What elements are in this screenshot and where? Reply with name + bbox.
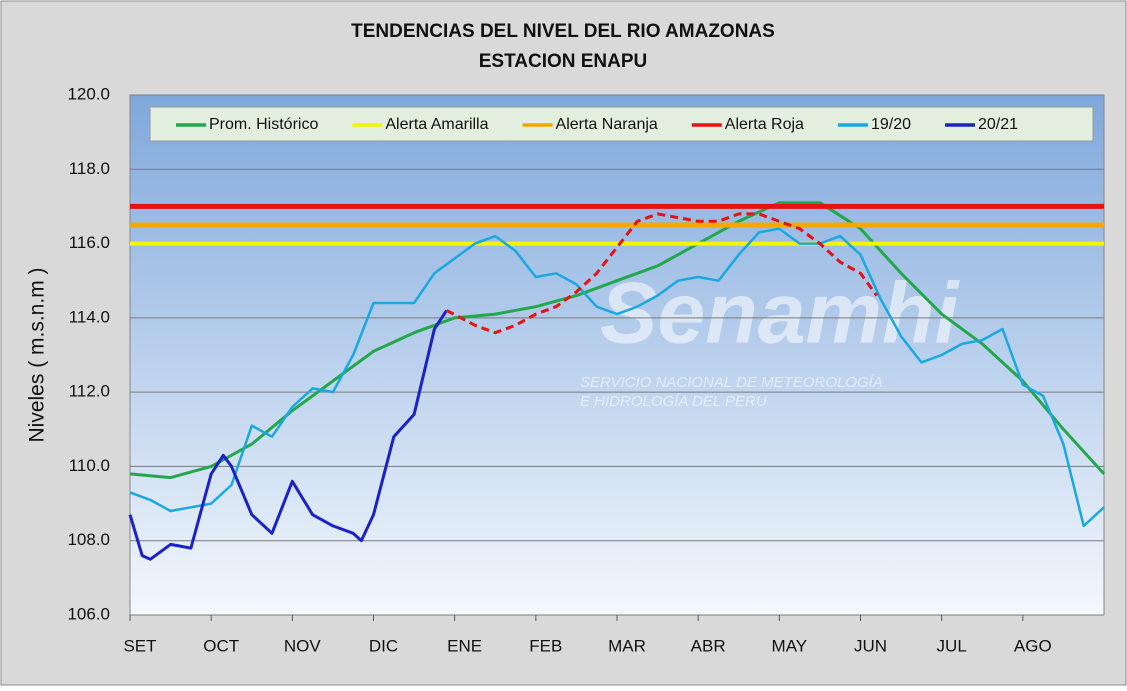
legend-label: 19/20: [871, 116, 911, 133]
x-tick-label: JUN: [854, 636, 887, 655]
series-line: [129, 227, 1105, 528]
x-tick-label: JUL: [937, 636, 967, 655]
legend-label: Alerta Roja: [725, 116, 804, 133]
watermark-text: SERVICIO NACIONAL DE METEOROLOGÍA: [580, 374, 883, 391]
legend-label: Prom. Histórico: [209, 116, 318, 133]
x-tick-label: ABR: [691, 636, 726, 655]
series-line: [129, 201, 1106, 480]
y-axis-title: Niveles ( m.s.n.m ): [26, 267, 49, 442]
legend-label: Alerta Amarilla: [385, 116, 488, 133]
series-line: [128, 309, 448, 561]
x-tick-label: DIC: [369, 636, 398, 655]
x-tick-label: MAR: [608, 636, 646, 655]
y-tick-label: 116.0: [69, 233, 110, 252]
chart-subtitle: ESTACION ENAPU: [479, 51, 648, 72]
x-tick-label: AGO: [1014, 636, 1052, 655]
series-line: [445, 212, 878, 335]
x-tick-label: NOV: [284, 636, 322, 655]
y-tick-label: 110.0: [69, 456, 110, 475]
y-tick-label: 108.0: [67, 530, 110, 549]
y-tick-label: 120.0: [67, 84, 110, 103]
legend-label: 20/21: [978, 116, 1018, 133]
y-tick-label: 114.0: [69, 307, 110, 326]
watermark-text: Senamhi: [600, 266, 961, 362]
chart-title: TENDENCIAS DEL NIVEL DEL RIO AMAZONAS: [351, 21, 775, 42]
y-tick-label: 112.0: [69, 382, 110, 401]
y-tick-label: 118.0: [69, 159, 110, 178]
x-tick-label: ENE: [447, 636, 482, 655]
watermark-text: E HIDROLOGÍA DEL PERU: [580, 393, 767, 410]
watermark: Senamhi SERVICIO NACIONAL DE METEOROLOGÍ…: [580, 266, 961, 410]
legend-label: Alerta Naranja: [556, 116, 658, 133]
x-tick-label: MAY: [772, 636, 808, 655]
x-tick-label: SET: [123, 636, 156, 655]
y-tick-label: 106.0: [67, 604, 110, 623]
x-tick-label: FEB: [529, 636, 562, 655]
x-tick-label: OCT: [203, 636, 239, 655]
legend: [149, 106, 1094, 142]
